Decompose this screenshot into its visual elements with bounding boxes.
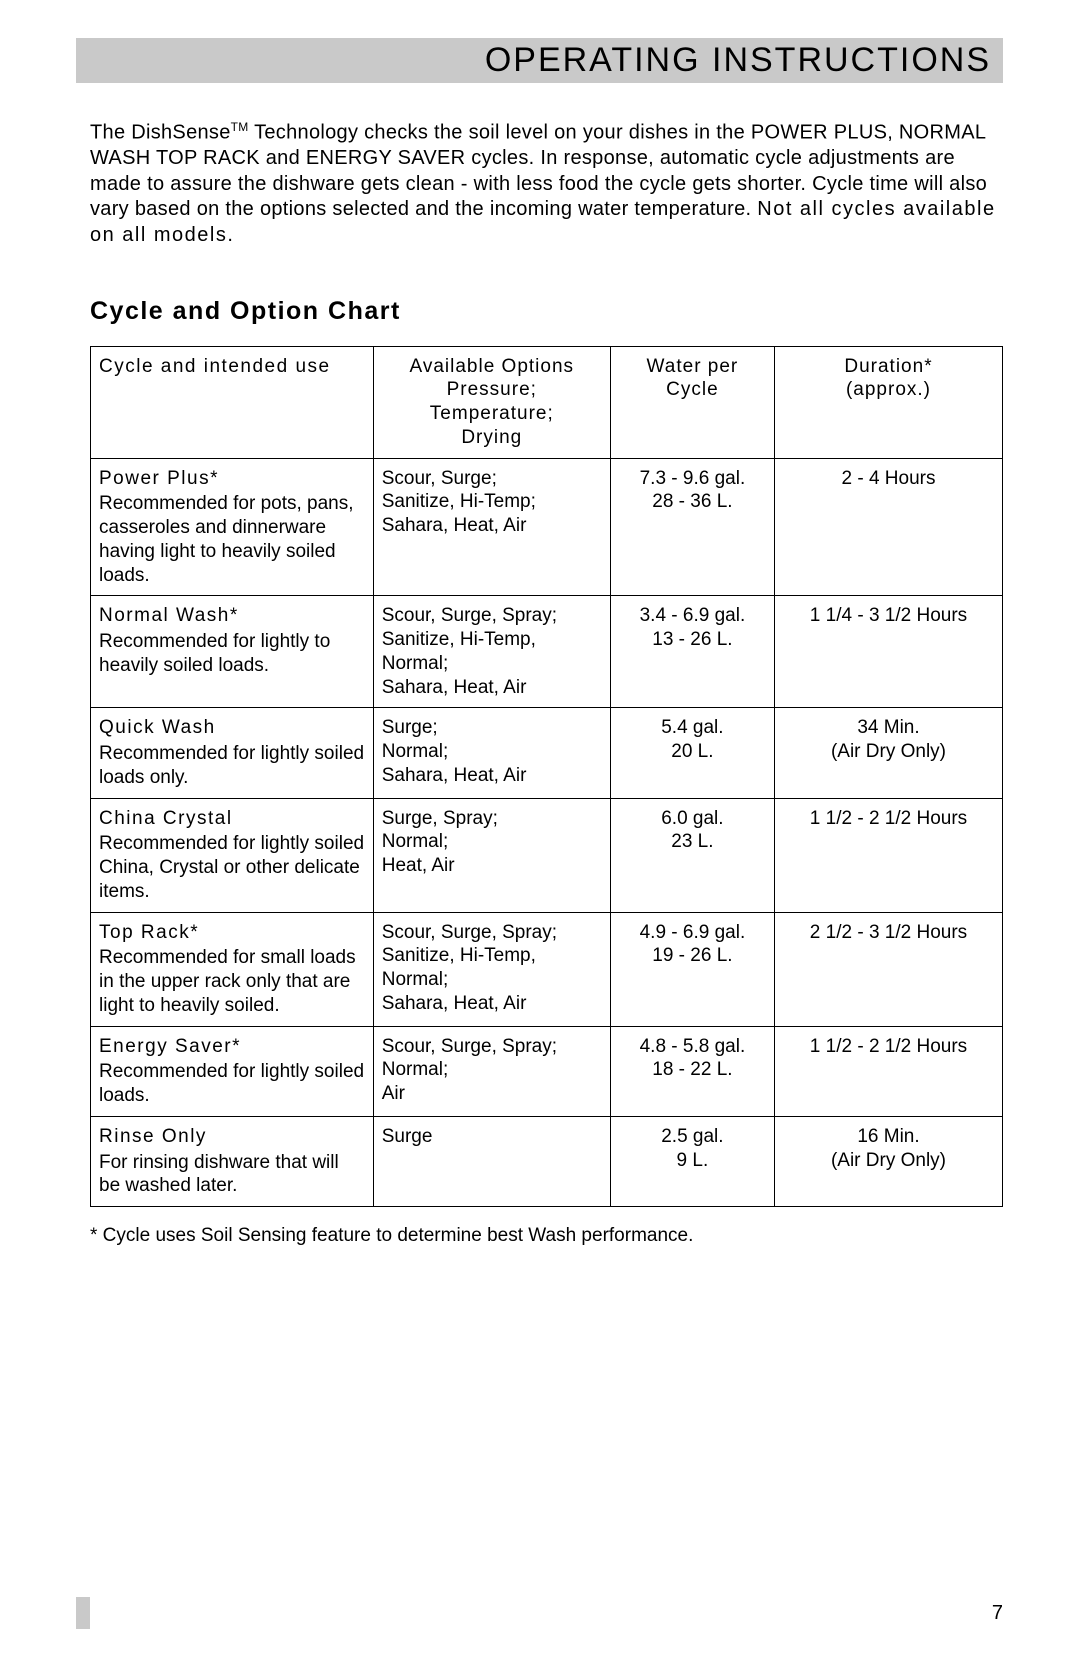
cycle-desc: For rinsing dishware that will be washed… — [99, 1152, 339, 1197]
cell-options: Surge — [373, 1116, 610, 1206]
intro-prefix: The DishSense — [90, 122, 231, 144]
cell-duration: 16 Min.(Air Dry Only) — [774, 1116, 1002, 1206]
cell-water: 4.9 - 6.9 gal.19 - 26 L. — [610, 912, 774, 1026]
table-row: Rinse Only For rinsing dishware that will… — [91, 1116, 1003, 1206]
cell-duration: 34 Min.(Air Dry Only) — [774, 708, 1002, 798]
cycle-desc: Recommended for lightly soiled loads onl… — [99, 743, 364, 788]
cycle-desc: Recommended for lightly to heavily soile… — [99, 631, 330, 676]
cell-duration: 2 - 4 Hours — [774, 458, 1002, 596]
cycle-desc: Recommended for small loads in the upper… — [99, 947, 356, 1016]
content-area: The DishSenseTM Technology checks the so… — [90, 120, 1003, 1247]
cycle-name: Quick Wash — [99, 716, 365, 740]
cell-options: Scour, Surge;Sanitize, Hi-Temp;Sahara, H… — [373, 458, 610, 596]
decor-bar-bottom — [76, 1597, 90, 1629]
cell-duration: 1 1/4 - 3 1/2 Hours — [774, 596, 1002, 708]
cell-cycle: Energy Saver*Recommended for lightly soi… — [91, 1026, 374, 1116]
cell-cycle: Power Plus*Recommended for pots, pans, c… — [91, 458, 374, 596]
cycle-name: Power Plus* — [99, 467, 365, 491]
cycle-name: China Crystal — [99, 807, 365, 831]
intro-paragraph: The DishSenseTM Technology checks the so… — [90, 120, 1003, 249]
cell-cycle: China CrystalRecommended for lightly soi… — [91, 798, 374, 912]
header-bar: OPERATING INSTRUCTIONS — [90, 38, 1003, 83]
cycle-option-table: Cycle and intended use Available Options… — [90, 346, 1003, 1208]
cell-water: 7.3 - 9.6 gal.28 - 36 L. — [610, 458, 774, 596]
cell-water: 6.0 gal.23 L. — [610, 798, 774, 912]
cell-duration: 1 1/2 - 2 1/2 Hours — [774, 1026, 1002, 1116]
cycle-name: Rinse Only — [99, 1125, 365, 1149]
table-header-row: Cycle and intended use Available Options… — [91, 346, 1003, 458]
decor-bar-top — [76, 38, 90, 83]
cell-options: Scour, Surge, Spray;Normal;Air — [373, 1026, 610, 1116]
cell-cycle: Top Rack*Recommended for small loads in … — [91, 912, 374, 1026]
col-header-options: Available Options Pressure; Temperature;… — [373, 346, 610, 458]
section-title: Cycle and Option Chart — [90, 297, 1003, 326]
cell-options: Scour, Surge, Spray;Sanitize, Hi-Temp, N… — [373, 912, 610, 1026]
cycle-name: Normal Wash* — [99, 604, 365, 628]
cell-options: Scour, Surge, Spray;Sanitize, Hi-Temp, N… — [373, 596, 610, 708]
table-row: Energy Saver*Recommended for lightly soi… — [91, 1026, 1003, 1116]
cycle-desc: Recommended for lightly soiled loads. — [99, 1061, 364, 1106]
trademark-symbol: TM — [231, 120, 249, 134]
cell-water: 3.4 - 6.9 gal.13 - 26 L. — [610, 596, 774, 708]
table-row: Normal Wash* Recommended for lightly to h… — [91, 596, 1003, 708]
cell-water: 5.4 gal.20 L. — [610, 708, 774, 798]
page-title: OPERATING INSTRUCTIONS — [485, 41, 991, 80]
table-row: Power Plus*Recommended for pots, pans, c… — [91, 458, 1003, 596]
table-row: China CrystalRecommended for lightly soi… — [91, 798, 1003, 912]
cell-duration: 2 1/2 - 3 1/2 Hours — [774, 912, 1002, 1026]
table-row: Quick Wash Recommended for lightly soiled… — [91, 708, 1003, 798]
manual-page: OPERATING INSTRUCTIONS The DishSenseTM T… — [0, 0, 1080, 1669]
col-header-duration: Duration* (approx.) — [774, 346, 1002, 458]
cell-water: 4.8 - 5.8 gal.18 - 22 L. — [610, 1026, 774, 1116]
cell-options: Surge, Spray;Normal;Heat, Air — [373, 798, 610, 912]
table-row: Top Rack*Recommended for small loads in … — [91, 912, 1003, 1026]
cycle-desc: Recommended for lightly soiled China, Cr… — [99, 833, 364, 902]
col-header-cycle: Cycle and intended use — [91, 346, 374, 458]
cell-water: 2.5 gal.9 L. — [610, 1116, 774, 1206]
cycle-desc: Recommended for pots, pans, casseroles a… — [99, 493, 354, 585]
cell-cycle: Rinse Only For rinsing dishware that will… — [91, 1116, 374, 1206]
cell-cycle: Normal Wash* Recommended for lightly to h… — [91, 596, 374, 708]
cycle-name: Energy Saver* — [99, 1035, 365, 1059]
cell-duration: 1 1/2 - 2 1/2 Hours — [774, 798, 1002, 912]
cycle-name: Top Rack* — [99, 921, 365, 945]
col-header-water: Water per Cycle — [610, 346, 774, 458]
cell-options: Surge;Normal;Sahara, Heat, Air — [373, 708, 610, 798]
footnote: * Cycle uses Soil Sensing feature to det… — [90, 1225, 1003, 1247]
cell-cycle: Quick Wash Recommended for lightly soiled… — [91, 708, 374, 798]
page-number: 7 — [992, 1602, 1003, 1625]
